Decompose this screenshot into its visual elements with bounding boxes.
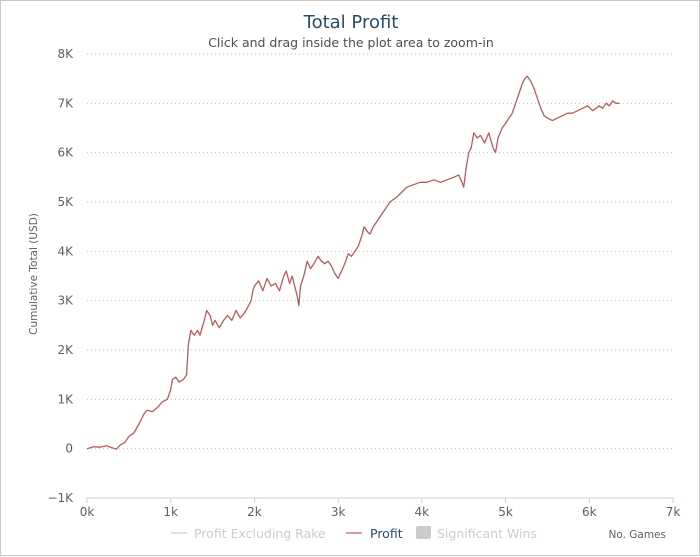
grid-lines bbox=[87, 53, 673, 450]
legend-item-significant-wins[interactable]: Significant Wins bbox=[416, 526, 537, 541]
y-axis-title: Cumulative Total (USD) bbox=[28, 213, 40, 335]
y-tick-label: 3K bbox=[57, 294, 74, 308]
y-tick-label: 4K bbox=[57, 244, 74, 258]
x-tick-label: 5k bbox=[498, 505, 513, 519]
y-tick-label: −1K bbox=[47, 491, 74, 505]
x-tick-label: 3k bbox=[331, 505, 346, 519]
legend-label-significant-wins: Significant Wins bbox=[437, 526, 537, 541]
x-tick-label: 0k bbox=[80, 505, 95, 519]
series-line-profit[interactable] bbox=[86, 75, 620, 450]
y-tick-label: 2K bbox=[57, 343, 74, 357]
y-tick-label: 5K bbox=[57, 195, 74, 209]
x-tick-label: 6k bbox=[582, 505, 597, 519]
x-axis-title: No. Games bbox=[609, 529, 667, 541]
plot-area[interactable] bbox=[87, 54, 673, 498]
y-tick-label: 0 bbox=[65, 442, 73, 456]
y-tick-label: 8K bbox=[57, 47, 74, 61]
chart-subtitle: Click and drag inside the plot area to z… bbox=[208, 35, 494, 50]
series-layer bbox=[86, 75, 620, 450]
x-tick-label: 7k bbox=[666, 505, 681, 519]
legend: Profit Excluding Rake Profit Significant… bbox=[171, 526, 537, 541]
legend-item-profit[interactable]: Profit bbox=[346, 526, 403, 541]
x-tick-label: 1k bbox=[163, 505, 178, 519]
legend-item-profit-excluding-rake[interactable]: Profit Excluding Rake bbox=[171, 526, 326, 541]
legend-label-profit: Profit bbox=[370, 526, 403, 541]
y-tick-label: 7K bbox=[57, 96, 74, 110]
y-tick-label: 6K bbox=[57, 146, 74, 160]
legend-label-profit-excluding-rake: Profit Excluding Rake bbox=[194, 526, 326, 541]
y-tick-label: 1K bbox=[57, 392, 74, 406]
x-tick-label: 4k bbox=[415, 505, 430, 519]
legend-symbol-significant-wins bbox=[416, 526, 431, 539]
axes: −1K 0 1K 2K 3K 4K 5K 6K 7K 8K 0k 1k 2k 3k 4k 5k 6k 7k bbox=[47, 47, 680, 519]
x-tick-label: 2k bbox=[247, 505, 262, 519]
chart-title: Total Profit bbox=[303, 12, 399, 33]
